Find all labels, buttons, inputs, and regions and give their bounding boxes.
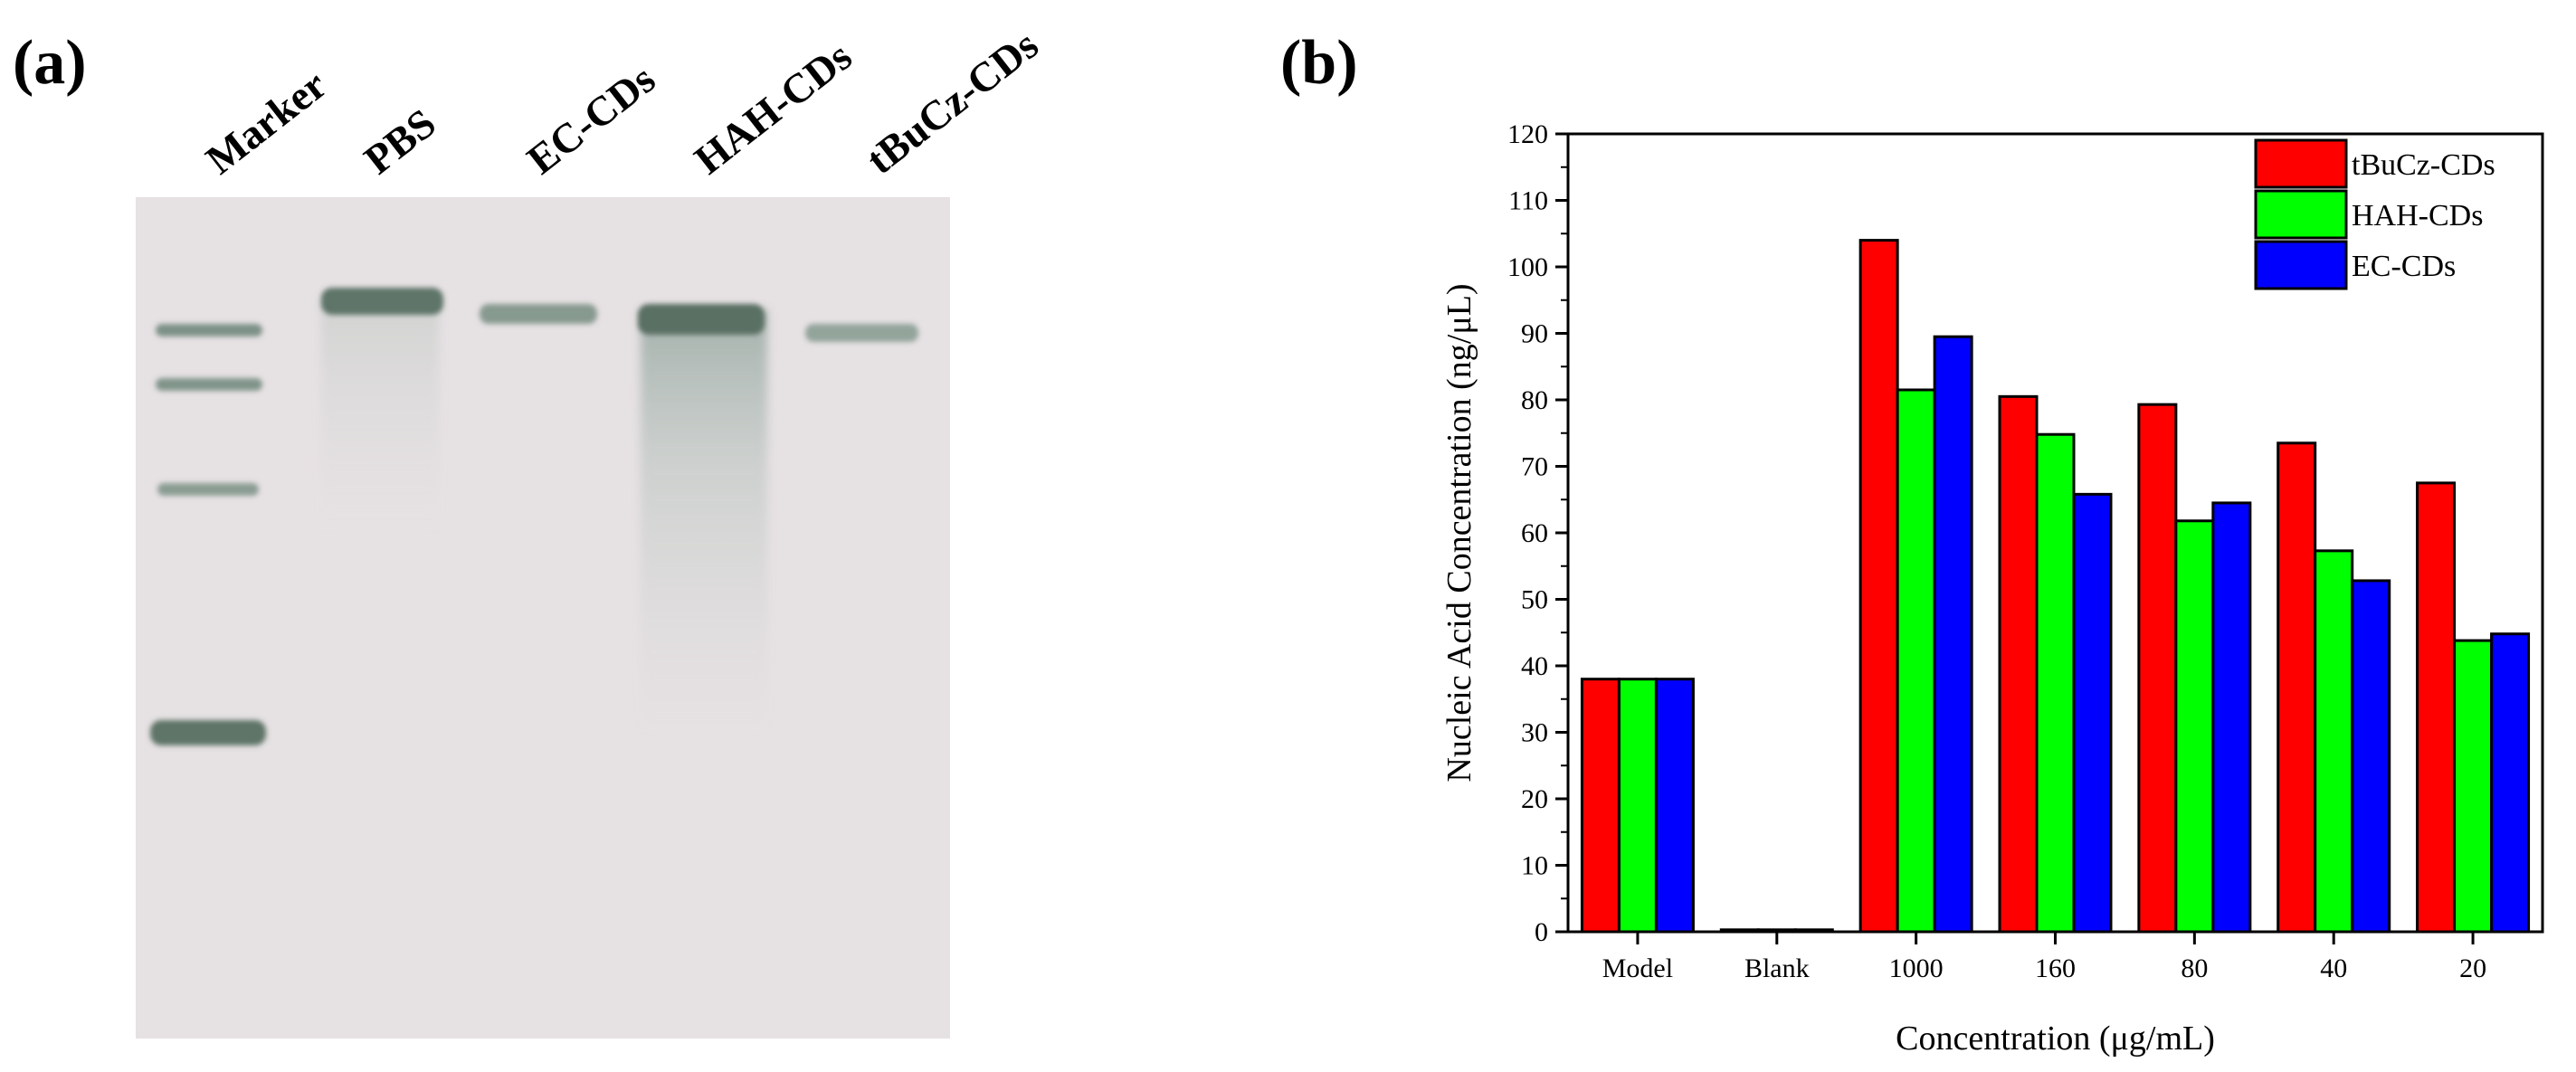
y-tick-label: 30: [1521, 718, 1548, 748]
pbs-band: [321, 288, 443, 315]
panel-label-b: (b): [1280, 28, 1358, 98]
x-tick-label: 160: [2035, 953, 2076, 983]
y-tick-label: 100: [1507, 252, 1548, 282]
bar-hah-cds-20: [2453, 639, 2494, 934]
tbucz-cds-band: [805, 324, 918, 342]
bar-ec-cds-80: [2211, 501, 2252, 934]
bar-hah-cds-model: [1617, 678, 1658, 934]
y-tick-label: 80: [1521, 385, 1548, 415]
bar-ec-cds-1000: [1933, 335, 1973, 934]
y-tick-label: 10: [1521, 851, 1548, 881]
bar-hah-cds-40: [2314, 549, 2354, 934]
bar-tbucz-cds-160: [1998, 394, 2039, 934]
x-axis-title: Concentration (μg/mL): [1896, 1020, 2215, 1058]
bar-tbucz-cds-20: [2416, 481, 2457, 934]
bar-tbucz-cds-80: [2137, 403, 2178, 934]
y-tick-label: 20: [1521, 784, 1548, 814]
legend-swatch-ec-cds: [2254, 240, 2348, 290]
x-tick-label: 20: [2459, 953, 2486, 983]
x-tick-label: Model: [1602, 953, 1673, 983]
y-tick-label: 0: [1535, 917, 1548, 947]
x-tick-label: 40: [2320, 953, 2347, 983]
marker-band-2: [156, 378, 262, 391]
bar-tbucz-cds-1000: [1858, 239, 1899, 934]
bar-ec-cds-160: [2072, 492, 2113, 934]
bar-tbucz-cds-blank: [1719, 928, 1760, 934]
bar-tbucz-cds-model: [1580, 678, 1621, 934]
gel-image: [136, 197, 950, 1039]
bar-ec-cds-blank: [1793, 928, 1834, 934]
legend-swatch-tbucz-cds: [2254, 138, 2348, 189]
legend-swatch-hah-cds: [2254, 189, 2348, 240]
hah-cds-band: [638, 304, 765, 335]
y-tick-label: 90: [1521, 319, 1548, 349]
legend-label-hah-cds: HAH-CDs: [2352, 199, 2483, 232]
ec-cds-band: [480, 304, 597, 324]
legend-label-ec-cds: EC-CDs: [2352, 250, 2456, 283]
bar-ec-cds-40: [2351, 579, 2391, 934]
y-tick-label: 70: [1521, 452, 1548, 482]
bar-tbucz-cds-40: [2277, 441, 2317, 934]
y-tick-label: 50: [1521, 585, 1548, 615]
bar-hah-cds-160: [2035, 432, 2076, 934]
panel-label-a: (a): [13, 28, 87, 98]
marker-band-3: [157, 483, 259, 496]
marker-band-1: [156, 324, 262, 337]
pbs-smear: [321, 297, 439, 532]
y-tick-label: 60: [1521, 518, 1548, 548]
bar-hah-cds-blank: [1756, 928, 1797, 934]
x-tick-label: 1000: [1889, 953, 1944, 983]
y-axis-title: Nucleic Acid Concentration (ng/μL): [1440, 283, 1478, 782]
bar-ec-cds-model: [1654, 678, 1695, 934]
bar-hah-cds-80: [2174, 519, 2215, 934]
bar-hah-cds-1000: [1896, 388, 1936, 934]
y-tick-label: 120: [1507, 119, 1548, 149]
x-tick-label: 80: [2181, 953, 2208, 983]
y-tick-label: 40: [1521, 651, 1548, 681]
marker-band-4: [150, 720, 266, 745]
hah-cds-smear: [641, 310, 767, 735]
legend-label-tbucz-cds: tBuCz-CDs: [2352, 148, 2495, 182]
y-tick-label: 110: [1508, 186, 1548, 216]
x-tick-label: Blank: [1744, 953, 1810, 983]
bar-ec-cds-20: [2490, 632, 2531, 934]
